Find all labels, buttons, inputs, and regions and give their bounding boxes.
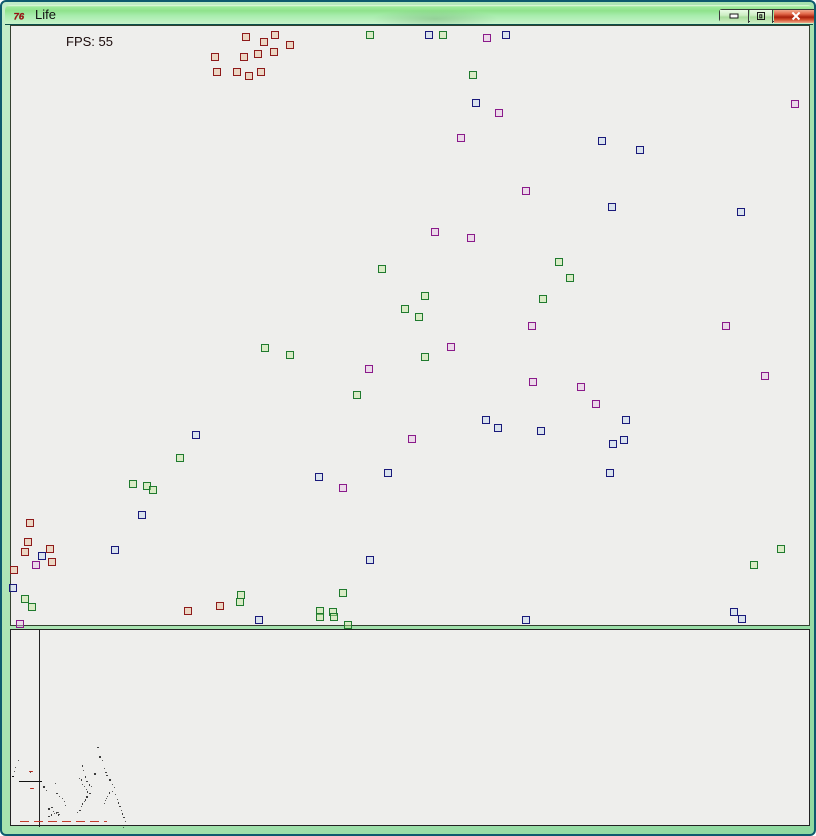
svg-text:76: 76 [14, 11, 25, 21]
